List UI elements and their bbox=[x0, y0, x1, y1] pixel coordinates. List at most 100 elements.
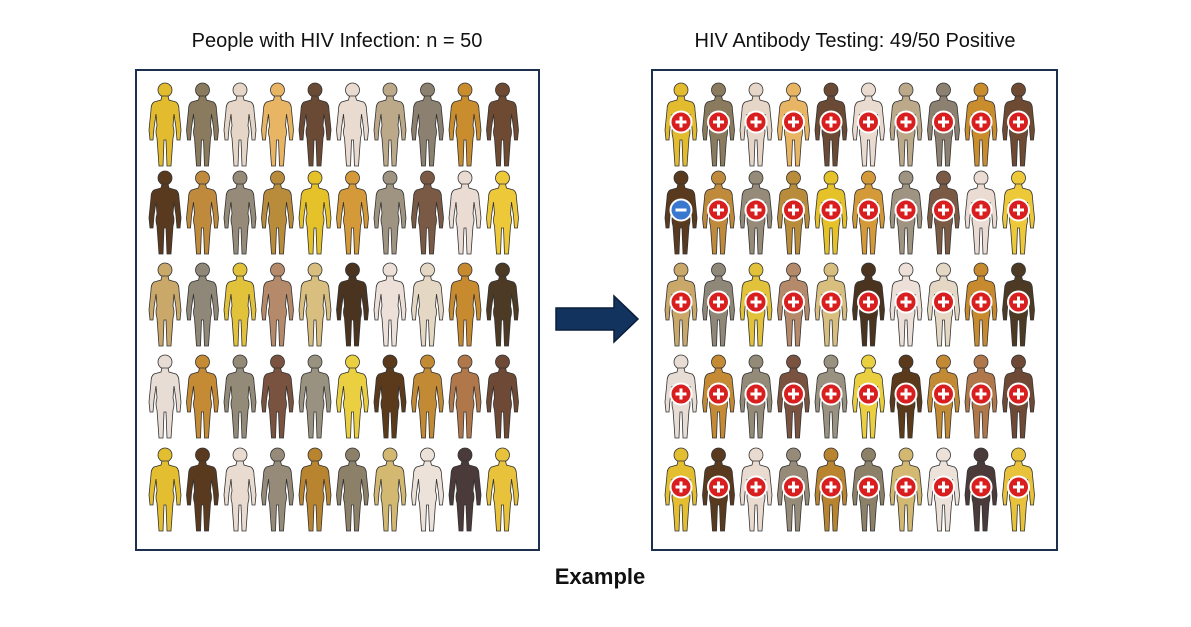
person bbox=[777, 82, 810, 167]
person bbox=[486, 354, 519, 439]
person bbox=[927, 82, 960, 167]
person-body bbox=[148, 95, 182, 167]
person-body bbox=[411, 183, 444, 255]
person-head bbox=[232, 354, 248, 370]
person-body bbox=[336, 275, 369, 347]
person bbox=[486, 447, 519, 532]
person-head bbox=[861, 262, 876, 278]
person bbox=[852, 262, 885, 347]
person bbox=[777, 447, 810, 532]
person-head bbox=[898, 447, 914, 463]
person bbox=[336, 447, 369, 532]
person bbox=[664, 447, 698, 532]
person-head bbox=[420, 82, 435, 98]
marker-bar bbox=[979, 116, 983, 128]
person bbox=[664, 82, 698, 167]
person-head bbox=[748, 447, 764, 463]
person-body bbox=[373, 183, 407, 255]
marker-bar bbox=[717, 296, 720, 308]
person-head bbox=[195, 354, 210, 370]
person bbox=[927, 170, 960, 255]
person-head bbox=[823, 170, 839, 186]
marker-bar bbox=[942, 204, 945, 216]
person-head bbox=[495, 82, 510, 98]
person-body bbox=[148, 367, 182, 439]
person-head bbox=[1011, 262, 1026, 278]
marker-bar bbox=[679, 116, 683, 128]
person-body bbox=[411, 275, 444, 347]
person-head bbox=[823, 262, 839, 278]
person bbox=[964, 354, 998, 439]
person-body bbox=[261, 460, 294, 532]
person-head bbox=[495, 354, 510, 370]
person bbox=[261, 262, 294, 347]
marker-bar bbox=[942, 116, 945, 128]
person-head bbox=[711, 262, 726, 278]
marker-bar bbox=[792, 388, 795, 400]
person bbox=[814, 262, 848, 347]
person-head bbox=[457, 262, 473, 278]
person bbox=[298, 262, 332, 347]
person-body bbox=[373, 275, 407, 347]
person bbox=[448, 447, 482, 532]
person-head bbox=[382, 447, 398, 463]
person-body bbox=[186, 367, 219, 439]
person-body bbox=[336, 367, 369, 439]
person bbox=[964, 170, 998, 255]
person-head bbox=[786, 447, 801, 463]
person-head bbox=[748, 82, 764, 98]
person-head bbox=[307, 354, 323, 370]
person bbox=[448, 170, 482, 255]
person bbox=[261, 354, 294, 439]
marker-bar bbox=[754, 481, 758, 493]
marker-bar bbox=[675, 208, 687, 212]
person-head bbox=[861, 447, 876, 463]
person-head bbox=[195, 447, 210, 463]
person-head bbox=[823, 82, 839, 98]
person-head bbox=[457, 82, 473, 98]
person-head bbox=[420, 262, 435, 278]
person-head bbox=[195, 82, 210, 98]
marker-bar bbox=[792, 204, 795, 216]
person-body bbox=[148, 460, 182, 532]
person bbox=[223, 262, 257, 347]
person-head bbox=[673, 354, 689, 370]
person bbox=[739, 447, 773, 532]
person bbox=[411, 170, 444, 255]
person-head bbox=[457, 354, 473, 370]
person bbox=[664, 170, 698, 255]
person bbox=[664, 262, 698, 347]
person bbox=[889, 447, 923, 532]
marker-bar bbox=[867, 204, 870, 216]
marker-bar bbox=[754, 388, 758, 400]
person-head bbox=[861, 170, 876, 186]
person-body bbox=[261, 275, 294, 347]
person bbox=[336, 82, 369, 167]
person-body bbox=[336, 460, 369, 532]
person-head bbox=[936, 82, 951, 98]
person-head bbox=[973, 82, 989, 98]
person bbox=[148, 82, 182, 167]
person bbox=[1002, 354, 1035, 439]
person-head bbox=[232, 447, 248, 463]
person bbox=[1002, 447, 1035, 532]
person-head bbox=[973, 262, 989, 278]
marker-bar bbox=[792, 296, 795, 308]
marker-bar bbox=[1017, 204, 1020, 216]
person-head bbox=[270, 447, 285, 463]
person-body bbox=[448, 460, 482, 532]
marker-bar bbox=[754, 296, 758, 308]
person-head bbox=[711, 447, 726, 463]
marker-bar bbox=[717, 481, 720, 493]
person-head bbox=[270, 82, 285, 98]
person-body bbox=[336, 183, 369, 255]
person-head bbox=[157, 82, 173, 98]
person bbox=[889, 354, 923, 439]
person-head bbox=[495, 262, 510, 278]
person-head bbox=[420, 354, 435, 370]
person-body bbox=[223, 275, 257, 347]
person bbox=[186, 262, 219, 347]
marker-bar bbox=[904, 296, 908, 308]
person-head bbox=[495, 447, 510, 463]
